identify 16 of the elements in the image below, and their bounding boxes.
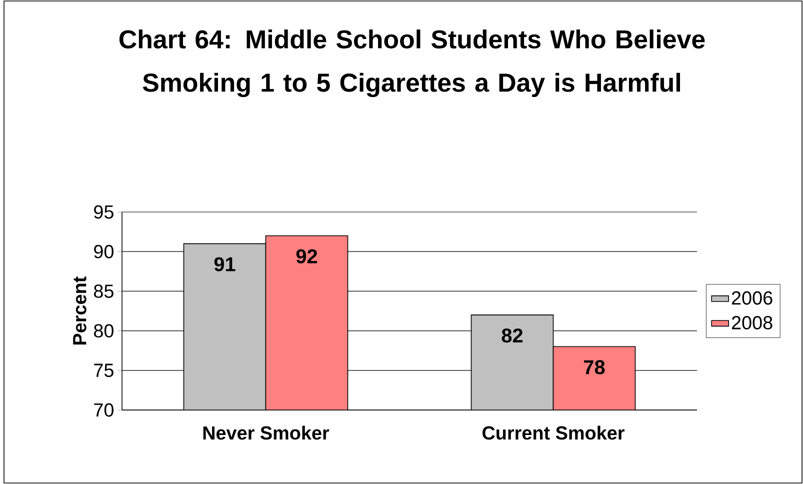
- chart-title: Chart 64: Middle School Students Who Believe Smoking 1 to 5 Cigarettes a Day is Harmful: [119, 30, 705, 98]
- legend-label: 2008: [732, 316, 772, 330]
- legend-label: 2006: [732, 291, 772, 305]
- y-tick-label: 95: [94, 205, 114, 219]
- y-tick-label: 70: [94, 403, 114, 417]
- data-label: 91: [214, 257, 236, 272]
- data-label: 92: [296, 249, 318, 264]
- x-tick-label: Current Smoker: [482, 426, 624, 440]
- data-label: 82: [502, 328, 523, 343]
- y-tick-label: 80: [94, 324, 114, 338]
- y-tick-label: 90: [94, 244, 114, 258]
- x-tick-label: Never Smoker: [203, 426, 330, 440]
- data-label: 78: [584, 360, 605, 374]
- y-tick-label: 85: [94, 284, 114, 298]
- y-axis-title: Percent: [73, 276, 86, 344]
- y-tick-label: 75: [94, 364, 114, 378]
